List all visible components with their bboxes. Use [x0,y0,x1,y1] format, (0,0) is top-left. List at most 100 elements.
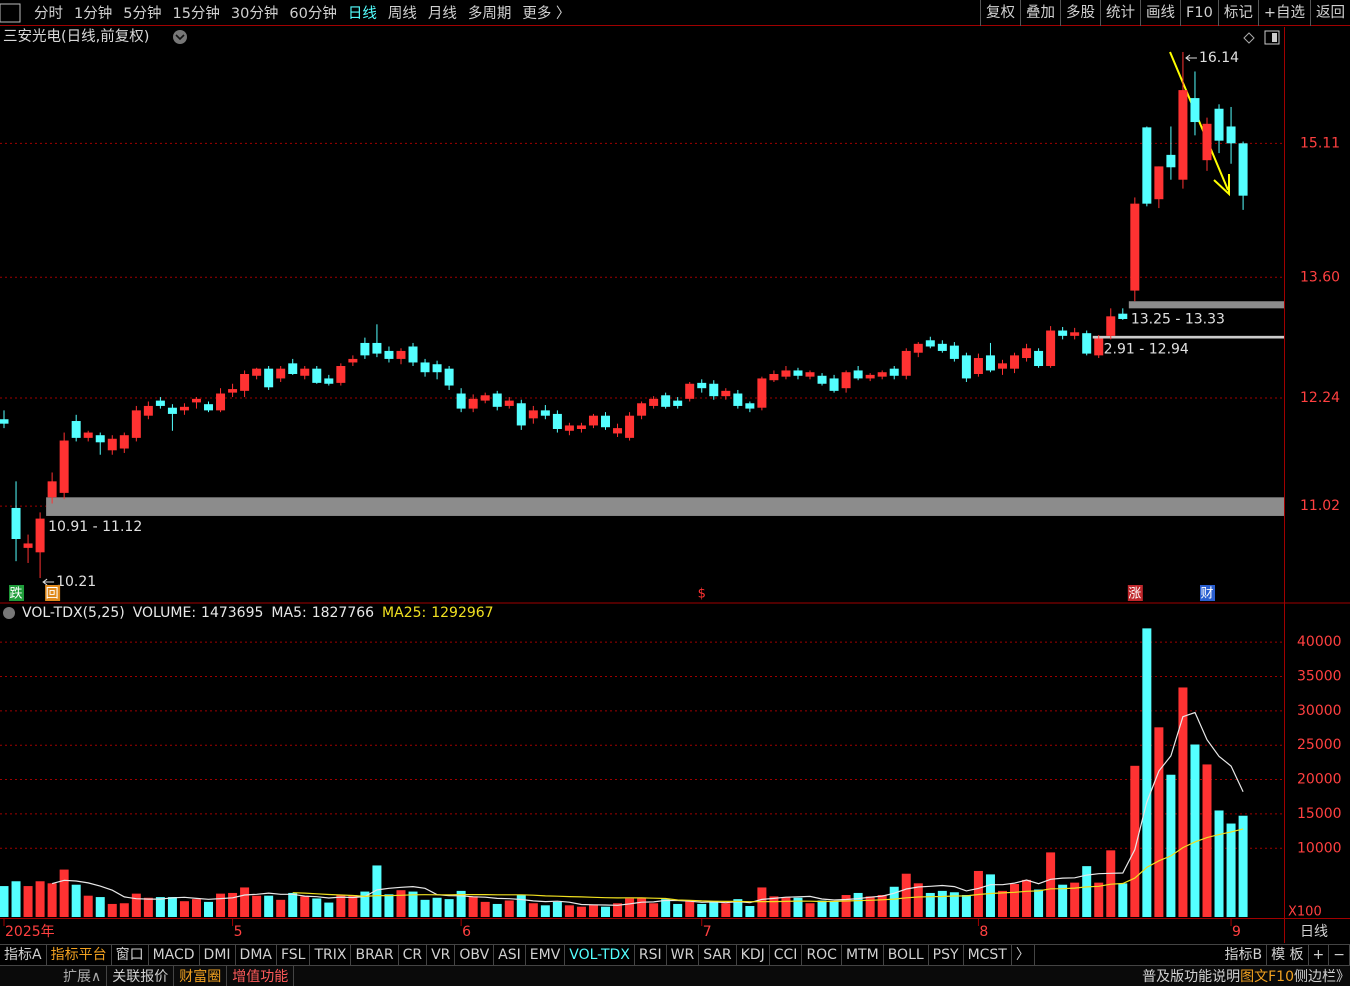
indicator-tab[interactable]: FSL [277,944,311,966]
title-dropdown[interactable] [173,30,187,44]
status-bar: 扩展∧ 关联报价 财富圈 增值功能 普及版功能说明 图文F10 侧边栏》 [0,965,1350,986]
candle-body [1214,108,1224,141]
indicator-tab[interactable]: EMV [526,944,566,966]
volume-bar [961,895,971,917]
menu-icon[interactable] [0,3,21,23]
candle-body [95,435,105,443]
period-tab[interactable]: 1分钟 [74,6,113,22]
candle-body [23,543,33,548]
x-tick-label: 6 [462,924,471,940]
indicator-tab[interactable]: BOLL [884,944,929,966]
status-item[interactable]: 普及版功能说明 [1142,969,1241,985]
status-item[interactable]: 关联报价 [107,966,175,986]
period-tab[interactable]: 分时 [34,6,63,22]
top-toolbar: 分时 1分钟 5分钟 15分钟 30分钟 60分钟 日线 周线 月线 多周期 更多 〉 复权 叠加 多股… [0,0,1350,26]
annotation-arrow [1185,54,1197,62]
indicator-tab[interactable]: MACD [149,944,200,966]
tool-button[interactable]: 复权 [980,0,1020,26]
annotation-arrow [42,578,55,586]
candle-body [1070,332,1080,336]
tool-button[interactable]: 叠加 [1020,0,1060,26]
period-tab[interactable]: 日线 [347,6,377,22]
indicator-tab[interactable]: WR [667,944,700,966]
indicator-tab[interactable]: MTM [842,944,884,966]
period-tab[interactable]: 5分钟 [123,6,162,22]
indicator-tab[interactable]: + [1309,944,1330,966]
y2-tick-label: 10000 [1297,840,1342,856]
indicator-tab[interactable]: SAR [699,944,737,966]
candle-body [1190,98,1200,123]
tool-button[interactable]: F10 [1180,0,1218,26]
candle-body [492,393,502,407]
candle-body [107,438,117,451]
indicator-tab[interactable]: TRIX [310,944,352,966]
indicator-tab[interactable]: 窗口 [112,944,149,966]
indicator-tab[interactable]: DMI [200,944,236,966]
status-item[interactable]: 财富圈 [174,966,228,986]
indicator-tab[interactable]: ROC [802,944,842,966]
indicator-tab[interactable]: BRAR [351,944,399,966]
indicator-tab[interactable]: ASI [494,944,526,966]
volume-bar [1082,866,1092,917]
status-item[interactable]: 图文F10 [1240,969,1294,985]
volume-bar [649,903,659,917]
y-tick-label: 15.11 [1300,135,1340,151]
volume-bar [131,893,141,917]
diamond-icon[interactable] [1243,32,1255,44]
period-tab[interactable]: 月线 [427,6,457,22]
volume-unit: X100 [1288,905,1322,920]
period-tab[interactable]: 60分钟 [289,6,337,22]
indicator-tab[interactable]: KDJ [737,944,770,966]
indicator-tab[interactable]: PSY [929,944,964,966]
candle-body [420,362,430,373]
indicator-tab[interactable]: DMA [236,944,277,966]
period-tab[interactable]: 15分钟 [172,6,220,22]
gap-zone-label: 13.25 - 13.33 [1131,311,1225,327]
candle-body [1154,166,1164,200]
period-tab[interactable]: 30分钟 [230,6,279,22]
indicator-tab[interactable]: − [1329,944,1350,966]
indicator-tab[interactable]: CR [399,944,428,966]
tool-button[interactable]: 多股 [1060,0,1100,26]
tool-button[interactable]: 画线 [1140,0,1180,26]
status-item[interactable]: 侧边栏》 [1294,969,1350,985]
status-item[interactable]: 增值功能 [227,966,295,986]
status-item[interactable]: 扩展∧ [58,966,108,986]
indicator-tab[interactable]: MCST [964,944,1012,966]
period-tab[interactable]: 多周期 [467,6,512,22]
period-tab[interactable]: 更多 〉 [522,6,571,22]
indicator-tab[interactable]: CCI [770,944,803,966]
indicator-tab-right: 指标B 模 板 + − [1220,944,1350,966]
candle-body [1202,123,1212,161]
panel-icon[interactable] [1264,30,1280,45]
candle-body [853,370,863,379]
tool-button[interactable]: 返回 [1310,0,1350,26]
volume-bar [1238,815,1248,917]
volume-bar [685,901,695,917]
candle-body [35,518,45,553]
indicator-tab[interactable]: 模 板 [1267,944,1309,966]
candle-body [613,428,623,434]
indicator-tab[interactable]: 〉 [1012,944,1035,966]
indicator-tab[interactable]: VOL-TDX [565,944,635,966]
indicator-dropdown[interactable] [3,607,15,619]
candle-body [1118,313,1128,319]
indicator-tab[interactable]: 指标平台 [47,944,112,966]
indicator-tab[interactable]: 指标A [0,944,47,966]
volume-bar [889,886,899,917]
volume-bar [588,904,598,917]
period-tab[interactable]: 周线 [387,6,417,22]
indicator-tab[interactable]: 指标B [1220,944,1268,966]
indicator-tab[interactable]: RSI [635,944,667,966]
indicator-tab[interactable]: OBV [455,944,495,966]
volume-bar [937,890,947,917]
tool-button[interactable]: +自选 [1257,0,1310,26]
candle-body [973,358,983,374]
indicator-tab[interactable]: VR [427,944,456,966]
candle-body [119,435,129,449]
gap-zone-label: 10.91 - 11.12 [48,519,142,535]
tool-button[interactable]: 标记 [1217,0,1258,26]
tool-button[interactable]: 统计 [1100,0,1140,26]
field-label: MA5: [271,605,307,621]
